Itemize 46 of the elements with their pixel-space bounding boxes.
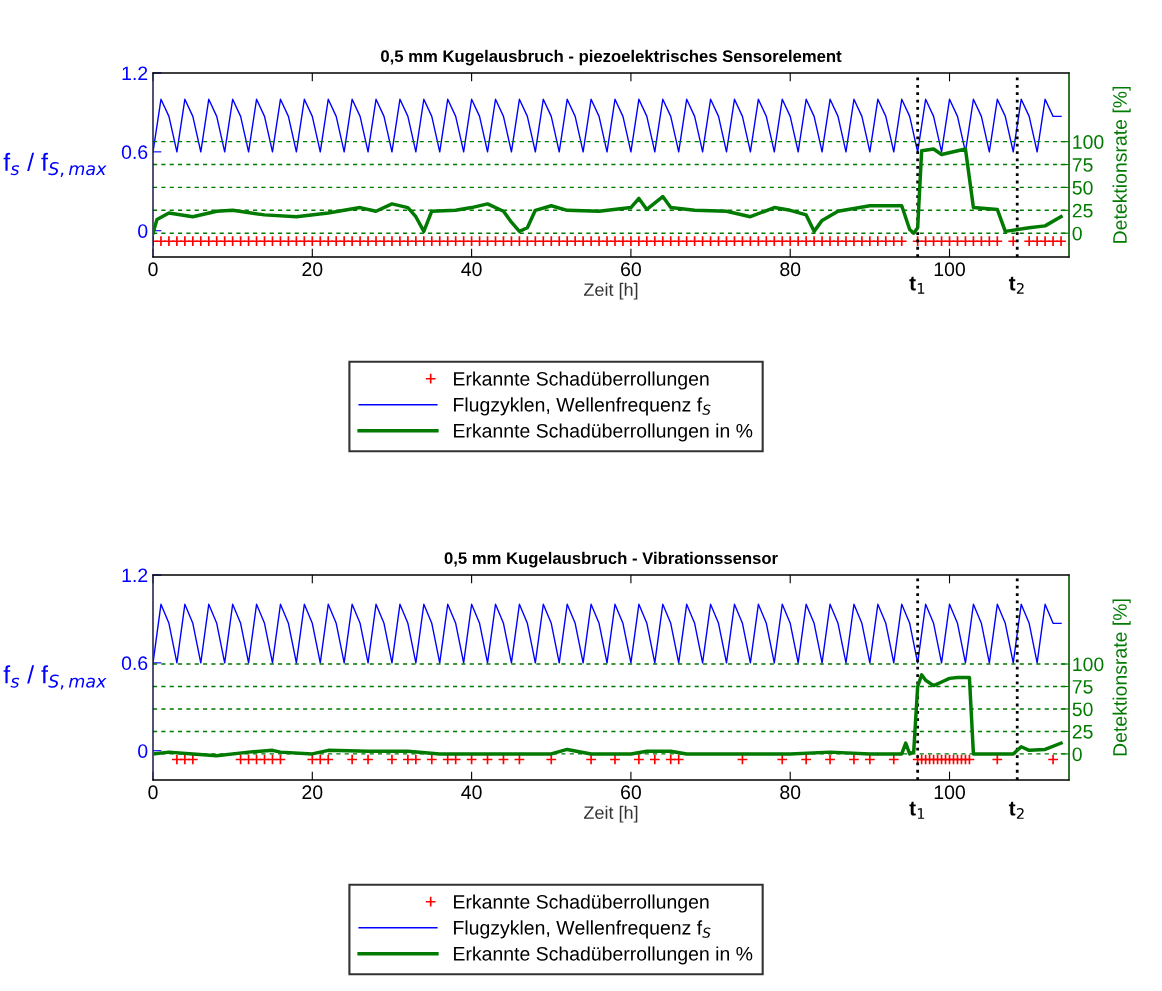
legend-label: Erkannte Schadüberrollungen (454, 894, 709, 913)
y2-tick-label: 50 (1072, 180, 1093, 195)
x-tick-label: 60 (621, 262, 641, 277)
y2-tick-label: 0 (1072, 226, 1082, 241)
x-axis-title: Zeit [h] (583, 282, 638, 300)
y2-tick-label: 50 (1072, 702, 1093, 717)
y2-axis-title: Detektionsrate [%] (1112, 86, 1131, 243)
x-tick-label: 80 (780, 785, 801, 800)
y2-tick-label: 100 (1073, 657, 1104, 672)
x-tick-label: 100 (934, 785, 965, 800)
x-tick-label: 0 (148, 785, 158, 800)
y-tick-label: 0.6 (121, 145, 148, 160)
x-tick-label: 100 (934, 262, 965, 277)
legend-label: Erkannte Schadüberrollungen (454, 371, 709, 390)
chart-title: 0,5 mm Kugelausbruch - Vibrationssensor (444, 551, 778, 568)
y2-tick-label: 75 (1072, 158, 1093, 172)
y2-tick-label: 25 (1072, 203, 1093, 218)
x-axis-title: Zeit [h] (583, 805, 638, 823)
y2-axis-title: Detektionsrate [%] (1112, 599, 1131, 756)
y2-tick-label: 0 (1072, 747, 1082, 762)
x-tick-label: 20 (302, 262, 323, 277)
y-tick-label: 1.2 (122, 568, 148, 583)
y-axis-title: f$_{s}$ / f$_{S,max}$ (3, 152, 107, 177)
x-tick-label: 0 (148, 262, 158, 277)
ref-line-label: t$_{1}$ (909, 801, 925, 819)
y2-tick-label: 75 (1072, 680, 1093, 694)
ref-line-label: t$_{1}$ (909, 276, 925, 294)
chart-title: 0,5 mm Kugelausbruch - piezoelektrisches Sensorelement (381, 49, 842, 66)
y-tick-label: 0.6 (121, 656, 148, 671)
ref-line-label: t$_{2}$ (1008, 276, 1024, 294)
x-tick-label: 20 (302, 785, 323, 800)
legend-label: Erkannte Schadüberrollungen in % (454, 946, 753, 965)
x-tick-label: 60 (621, 785, 641, 800)
y2-tick-label: 100 (1073, 135, 1104, 149)
ref-line-label: t$_{2}$ (1008, 801, 1024, 819)
legend-label: Flugzyklen, Wellenfrequenz f$_{S}$ (454, 920, 711, 939)
x-tick-label: 80 (780, 262, 801, 277)
y-tick-label: 0 (138, 744, 148, 758)
y-tick-label: 0 (138, 224, 148, 238)
y-axis-title: f$_{s}$ / f$_{S,max}$ (3, 665, 107, 690)
x-tick-label: 40 (461, 262, 482, 277)
legend-label: Flugzyklen, Wellenfrequenz f$_{S}$ (454, 397, 711, 416)
legend-label: Erkannte Schadüberrollungen in % (454, 423, 753, 442)
y2-tick-label: 25 (1072, 724, 1093, 739)
x-tick-label: 40 (461, 785, 482, 800)
y-tick-label: 1.2 (122, 66, 148, 81)
